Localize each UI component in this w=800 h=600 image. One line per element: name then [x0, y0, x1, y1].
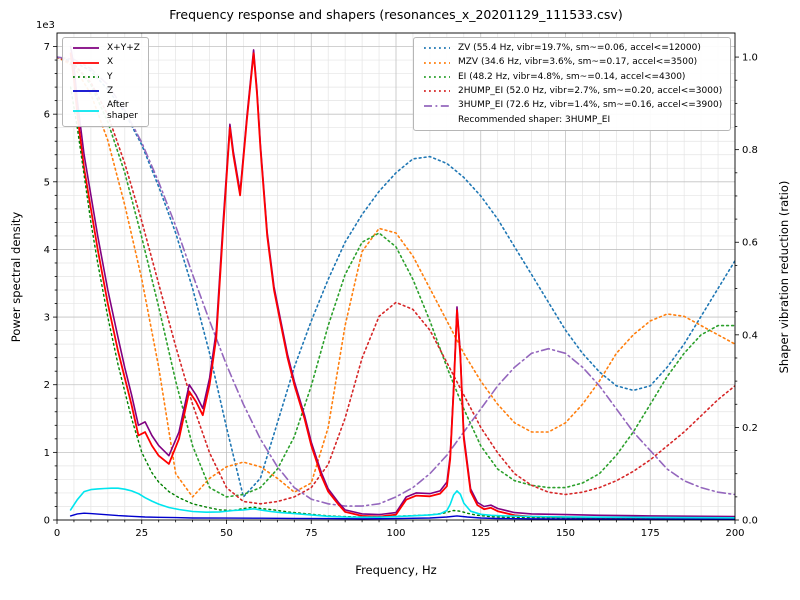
- y-left-tick-label: 4: [44, 245, 50, 256]
- legend-item: ZV (55.4 Hz, vibr=19.7%, sm~=0.06, accel…: [422, 43, 722, 53]
- series-EI: [57, 56, 735, 498]
- x-tick-label: 100: [386, 528, 405, 539]
- x-tick-label: 50: [220, 528, 233, 539]
- legend-item: 2HUMP_EI (52.0 Hz, vibr=2.7%, sm~=0.20, …: [422, 86, 722, 96]
- y-left-tick-label: 1: [44, 448, 50, 459]
- legend-shapers-rows: ZV (55.4 Hz, vibr=19.7%, sm~=0.06, accel…: [422, 43, 722, 111]
- legend-line-sample: [424, 61, 450, 64]
- legend-line-sample: [73, 47, 99, 50]
- x-tick-label: 0: [54, 528, 60, 539]
- x-tick-label: 200: [725, 528, 744, 539]
- legend-item-label: MZV (34.6 Hz, vibr=3.6%, sm~=0.17, accel…: [458, 57, 698, 68]
- legend-item-label: X+Y+Z: [107, 43, 140, 53]
- y-left-multiplier: 1e3: [36, 20, 55, 31]
- series-MZV: [57, 56, 735, 498]
- legend-item: MZV (34.6 Hz, vibr=3.6%, sm~=0.17, accel…: [422, 57, 722, 67]
- legend-item-label: X: [107, 57, 114, 68]
- legend-psd-rows: X+Y+Z X Y Z After shaper: [71, 43, 140, 121]
- series-layer: [57, 45, 735, 520]
- y-left-tick-label: 0: [44, 516, 50, 527]
- series-3HUMP-EI: [57, 56, 735, 507]
- legend-line-sample: [73, 75, 99, 78]
- x-axis-label: Frequency, Hz: [355, 563, 437, 577]
- x-tick-label: 150: [556, 528, 575, 539]
- y-left-axis-label: Power spectral density: [9, 211, 23, 343]
- legend-line-sample: [424, 75, 450, 78]
- legend-line-sample: [73, 109, 99, 112]
- x-tick-label: 175: [641, 528, 660, 539]
- y-left-tick-label: 3: [44, 313, 50, 324]
- legend-psd: X+Y+Z X Y Z After shaper: [62, 37, 149, 128]
- x-tick-label: 75: [305, 528, 318, 539]
- y-right-tick-label: 0.0: [742, 516, 758, 527]
- legend-item-label: After shaper: [107, 100, 138, 121]
- legend-item-label: 3HUMP_EI (72.6 Hz, vibr=1.4%, sm~=0.16, …: [458, 100, 723, 111]
- y-left-tick-label: 5: [44, 177, 50, 188]
- y-left-tick-label: 7: [44, 42, 50, 53]
- legend-item-label: ZV (55.4 Hz, vibr=19.7%, sm~=0.06, accel…: [458, 43, 701, 53]
- legend-item-label: Z: [107, 86, 114, 97]
- x-tick-label: 25: [135, 528, 148, 539]
- legend-item-label: 2HUMP_EI (52.0 Hz, vibr=2.7%, sm~=0.20, …: [458, 86, 723, 97]
- legend-item-label: Y: [107, 71, 113, 82]
- series-X: [69, 52, 735, 520]
- series-Y: [69, 86, 735, 519]
- legend-item: X+Y+Z: [71, 43, 140, 53]
- series-Z: [69, 512, 735, 520]
- y-right-axis-label: Shaper vibration reduction (ratio): [777, 180, 791, 374]
- legend-item: EI (48.2 Hz, vibr=4.8%, sm~=0.14, accel<…: [422, 72, 722, 82]
- legend-line-sample: [424, 47, 450, 50]
- y-right-tick-label: 0.4: [742, 330, 758, 341]
- y-right-tick-label: 0.2: [742, 423, 758, 434]
- y-right-tick-label: 0.6: [742, 238, 758, 249]
- y-left-tick-label: 6: [44, 110, 50, 121]
- legend-line-sample: [424, 104, 450, 107]
- series-After-shaper: [69, 487, 735, 519]
- x-tick-label: 125: [471, 528, 490, 539]
- axis-tick-labels: 0 25 50 75 100 125 150 175 200 0 1 2 3 4 5 6 7 0.0 0.2 0.4 0…: [44, 42, 758, 539]
- legend-item: 3HUMP_EI (72.6 Hz, vibr=1.4%, sm~=0.16, …: [422, 100, 722, 110]
- legend-item: X: [71, 57, 140, 67]
- recommended-shaper-note: Recommended shaper: 3HUMP_EI: [458, 114, 611, 125]
- series-2HUMP-EI: [57, 56, 735, 505]
- legend-line-sample: [424, 90, 450, 93]
- legend-shapers: ZV (55.4 Hz, vibr=19.7%, sm~=0.06, accel…: [413, 37, 732, 132]
- y-left-tick-label: 2: [44, 380, 50, 391]
- y-right-tick-label: 0.8: [742, 145, 758, 156]
- legend-line-sample: [73, 61, 99, 64]
- axis-ticks: [53, 46, 739, 524]
- legend-item: After shaper: [71, 100, 140, 121]
- legend-item: Y: [71, 72, 140, 82]
- legend-item-label: EI (48.2 Hz, vibr=4.8%, sm~=0.14, accel<…: [458, 71, 686, 82]
- series-ZV: [57, 56, 735, 498]
- legend-item: Z: [71, 86, 140, 96]
- chart-title: Frequency response and shapers (resonanc…: [169, 7, 623, 22]
- legend-line-sample: [73, 90, 99, 93]
- y-right-tick-label: 1.0: [742, 53, 758, 64]
